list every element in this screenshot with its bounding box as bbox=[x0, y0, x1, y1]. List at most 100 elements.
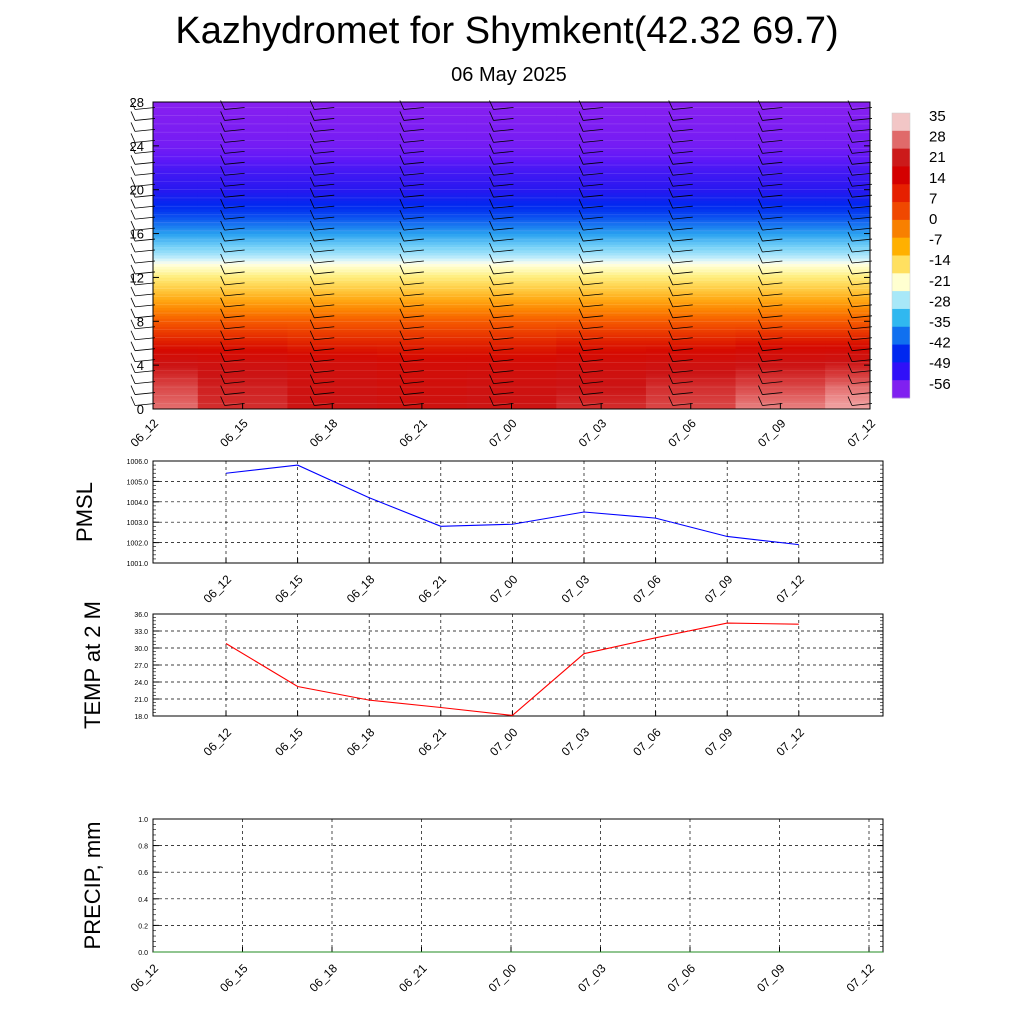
heatmap-cell bbox=[377, 334, 468, 339]
heatmap-cell bbox=[556, 238, 647, 243]
wind-barb-flag bbox=[758, 308, 763, 318]
wind-barb bbox=[403, 129, 424, 132]
heatmap-cell bbox=[556, 296, 647, 300]
heatmap-cell bbox=[645, 244, 737, 248]
heatmap-cell bbox=[197, 345, 289, 349]
heatmap-cell bbox=[287, 277, 378, 281]
heatmap-cell bbox=[825, 216, 870, 221]
heatmap-cell bbox=[825, 362, 870, 366]
heatmap-cell bbox=[825, 304, 870, 308]
heatmap-cell bbox=[377, 323, 468, 328]
wind-barb-flag bbox=[847, 319, 853, 329]
colorbar-swatch bbox=[892, 113, 910, 132]
heatmap-cell bbox=[645, 148, 737, 152]
heatmap-cell bbox=[197, 162, 289, 166]
heatmap-cell bbox=[377, 120, 468, 125]
heatmap-cell bbox=[153, 205, 199, 210]
heatmap-cell bbox=[377, 230, 468, 234]
heatmap-cell bbox=[825, 233, 870, 237]
heatmap-cell bbox=[825, 142, 870, 147]
colorbar-swatch bbox=[892, 291, 910, 310]
heatmap-cell bbox=[466, 310, 557, 314]
heatmap-cell bbox=[197, 279, 289, 284]
heatmap-cell bbox=[735, 277, 826, 281]
wind-barb bbox=[672, 118, 693, 121]
heatmap-cell bbox=[197, 129, 289, 133]
heatmap-cell bbox=[197, 107, 289, 111]
heatmap-cell bbox=[645, 107, 737, 111]
heatmap-cell bbox=[645, 246, 737, 251]
heatmap-cell bbox=[645, 131, 737, 136]
heatmap-cell bbox=[735, 290, 826, 295]
heatmap-cell bbox=[377, 233, 468, 237]
heatmap-cell bbox=[377, 115, 468, 119]
heatmap-cell bbox=[825, 263, 870, 267]
wind-barb-flag bbox=[578, 275, 584, 286]
heatmap-cell bbox=[287, 159, 378, 163]
heatmap-cell bbox=[197, 233, 289, 237]
wind-barb bbox=[134, 107, 156, 110]
wind-barb-flag bbox=[309, 264, 315, 275]
heatmap-cell bbox=[645, 236, 737, 240]
heatmap-cell bbox=[197, 189, 289, 193]
wind-barb-flag bbox=[758, 352, 763, 362]
wind-barb-flag bbox=[130, 242, 136, 253]
heatmap-cell bbox=[153, 299, 199, 303]
heatmap-cell bbox=[466, 244, 557, 248]
heatmap-cell bbox=[153, 208, 199, 212]
heatmap-cell bbox=[153, 244, 199, 248]
wind-barb bbox=[672, 381, 693, 384]
wind-barb-flag bbox=[847, 133, 853, 143]
heatmap-cell bbox=[466, 120, 557, 125]
heatmap-cell bbox=[197, 329, 289, 333]
wind-barb-flag bbox=[220, 275, 225, 286]
heatmap-cell bbox=[197, 307, 289, 311]
heatmap-cell bbox=[466, 268, 557, 273]
heatmap-cell bbox=[153, 214, 199, 218]
heatmap-cell bbox=[825, 359, 870, 363]
heatmap-cell bbox=[645, 227, 737, 232]
wind-barb bbox=[583, 107, 604, 110]
heatmap-cell bbox=[377, 140, 468, 144]
heatmap-cell bbox=[377, 172, 468, 177]
wind-barb-flag bbox=[578, 209, 584, 220]
heatmap-cell bbox=[197, 384, 289, 388]
ytick-label: 27.0 bbox=[134, 663, 148, 670]
wind-barb bbox=[583, 172, 604, 176]
heatmap-cell bbox=[645, 225, 737, 229]
colorbar-swatch bbox=[892, 166, 910, 185]
heatmap-cell bbox=[556, 216, 647, 221]
wind-barb-flag bbox=[489, 385, 494, 395]
ytick-label: 0.2 bbox=[138, 923, 148, 930]
heatmap-cell bbox=[287, 293, 378, 297]
heatmap-cell bbox=[825, 337, 870, 341]
wind-barb-flag bbox=[220, 220, 225, 231]
heatmap-cell bbox=[735, 102, 826, 106]
wind-barb bbox=[403, 304, 424, 308]
wind-barb bbox=[314, 194, 335, 198]
heatmap-cell bbox=[466, 238, 557, 243]
wind-barb bbox=[403, 403, 424, 406]
heatmap-cell bbox=[287, 175, 378, 180]
heatmap-cell bbox=[825, 356, 870, 360]
heatmap-cell bbox=[556, 320, 647, 325]
wind-barb-flag bbox=[220, 319, 225, 329]
heatmap-cell bbox=[645, 115, 737, 119]
heatmap-cell bbox=[153, 211, 199, 215]
heatmap-cell bbox=[377, 288, 468, 292]
heatmap-cell bbox=[645, 205, 737, 210]
wind-barb-flag bbox=[220, 385, 225, 395]
heatmap-cell bbox=[153, 183, 199, 188]
heatmap-cell bbox=[153, 175, 199, 180]
wind-barb-flag bbox=[399, 111, 405, 121]
colorbar-swatch bbox=[892, 362, 910, 381]
wind-barb bbox=[493, 205, 514, 209]
heatmap-cell bbox=[466, 362, 557, 366]
wind-barb bbox=[314, 304, 335, 308]
heatmap-cell bbox=[287, 307, 378, 311]
wind-barb bbox=[762, 359, 783, 363]
wind-barb-flag bbox=[847, 209, 853, 220]
heatmap-cell bbox=[735, 320, 826, 325]
heatmap-cell bbox=[645, 167, 737, 171]
wind-barb-flag bbox=[668, 220, 674, 231]
